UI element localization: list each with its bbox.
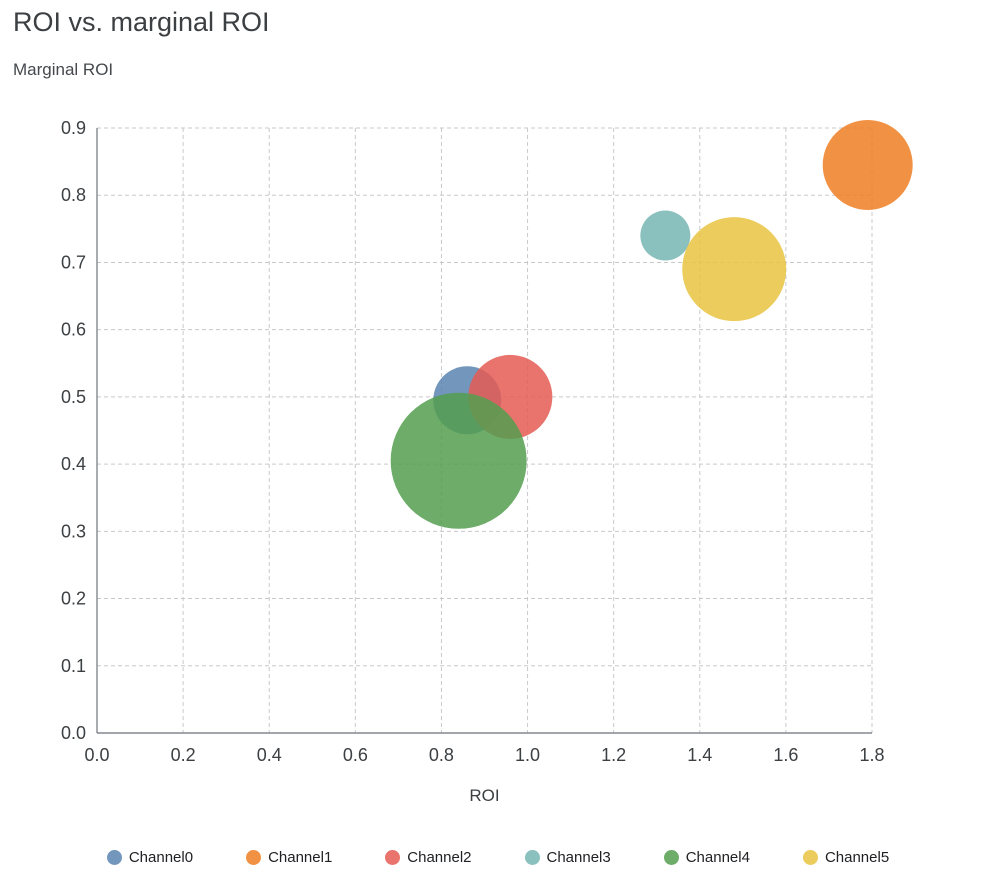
- y-tick-label: 0.3: [61, 521, 86, 541]
- x-tick-label: 0.8: [429, 745, 454, 765]
- x-axis-title: ROI: [469, 786, 499, 805]
- legend-swatch-channel3: [524, 849, 540, 865]
- y-tick-label: 0.5: [61, 387, 86, 407]
- legend-item-channel5[interactable]: Channel5: [802, 848, 890, 866]
- legend-swatch-channel0: [106, 849, 122, 865]
- x-tick-label: 1.8: [859, 745, 884, 765]
- x-tick-label: 1.2: [601, 745, 626, 765]
- bubble-channel1[interactable]: [822, 119, 913, 210]
- legend-item-channel0[interactable]: Channel0: [106, 848, 194, 866]
- x-tick-label: 0.6: [343, 745, 368, 765]
- legend: Channel0 Channel1 Channel2 Channel3 Channel4…: [0, 842, 996, 872]
- legend-swatch-channel4: [663, 849, 679, 865]
- y-tick-label: 0.9: [61, 118, 86, 138]
- y-tick-label: 0.7: [61, 252, 86, 272]
- y-tick-label: 0.0: [61, 723, 86, 743]
- x-tick-label: 1.0: [515, 745, 540, 765]
- legend-label: Channel1: [268, 848, 333, 866]
- legend-item-channel2[interactable]: Channel2: [385, 848, 472, 866]
- bubble-channel5[interactable]: [682, 217, 787, 322]
- legend-label: Channel4: [685, 848, 750, 866]
- x-tick-label: 0.2: [171, 745, 196, 765]
- y-tick-label: 0.2: [61, 589, 86, 609]
- legend-swatch-channel2: [385, 849, 401, 865]
- x-tick-label: 1.4: [687, 745, 712, 765]
- x-tick-label: 0.0: [84, 745, 109, 765]
- x-tick-label: 0.4: [257, 745, 282, 765]
- y-tick-label: 0.4: [61, 454, 86, 474]
- legend-label: Channel2: [407, 848, 472, 866]
- legend-swatch-channel1: [246, 849, 262, 865]
- legend-item-channel4[interactable]: Channel4: [663, 848, 750, 866]
- bubble-chart: 0.0 0.2 0.4 0.6 0.8 1.0 1.2 1.4 1.6 1.8 0.0 0.1 0.2 0…: [61, 118, 913, 805]
- legend-item-channel1[interactable]: Channel1: [246, 849, 332, 866]
- legend-swatch-channel5: [802, 849, 818, 865]
- legend-label: Channel0: [128, 848, 194, 866]
- x-tick-label: 1.6: [773, 745, 798, 765]
- y-tick-label: 0.1: [61, 656, 86, 676]
- legend-item-channel3[interactable]: Channel3: [524, 848, 611, 866]
- y-tick-label: 0.8: [61, 185, 86, 205]
- chart-title: ROI vs. marginal ROI: [13, 7, 270, 37]
- legend-label: Channel5: [824, 848, 890, 866]
- y-axis-title: Marginal ROI: [13, 60, 114, 79]
- bubble-channel4[interactable]: [390, 392, 527, 529]
- bubble-channel3[interactable]: [640, 210, 691, 261]
- legend-label: Channel3: [546, 848, 611, 866]
- y-tick-label: 0.6: [61, 320, 86, 340]
